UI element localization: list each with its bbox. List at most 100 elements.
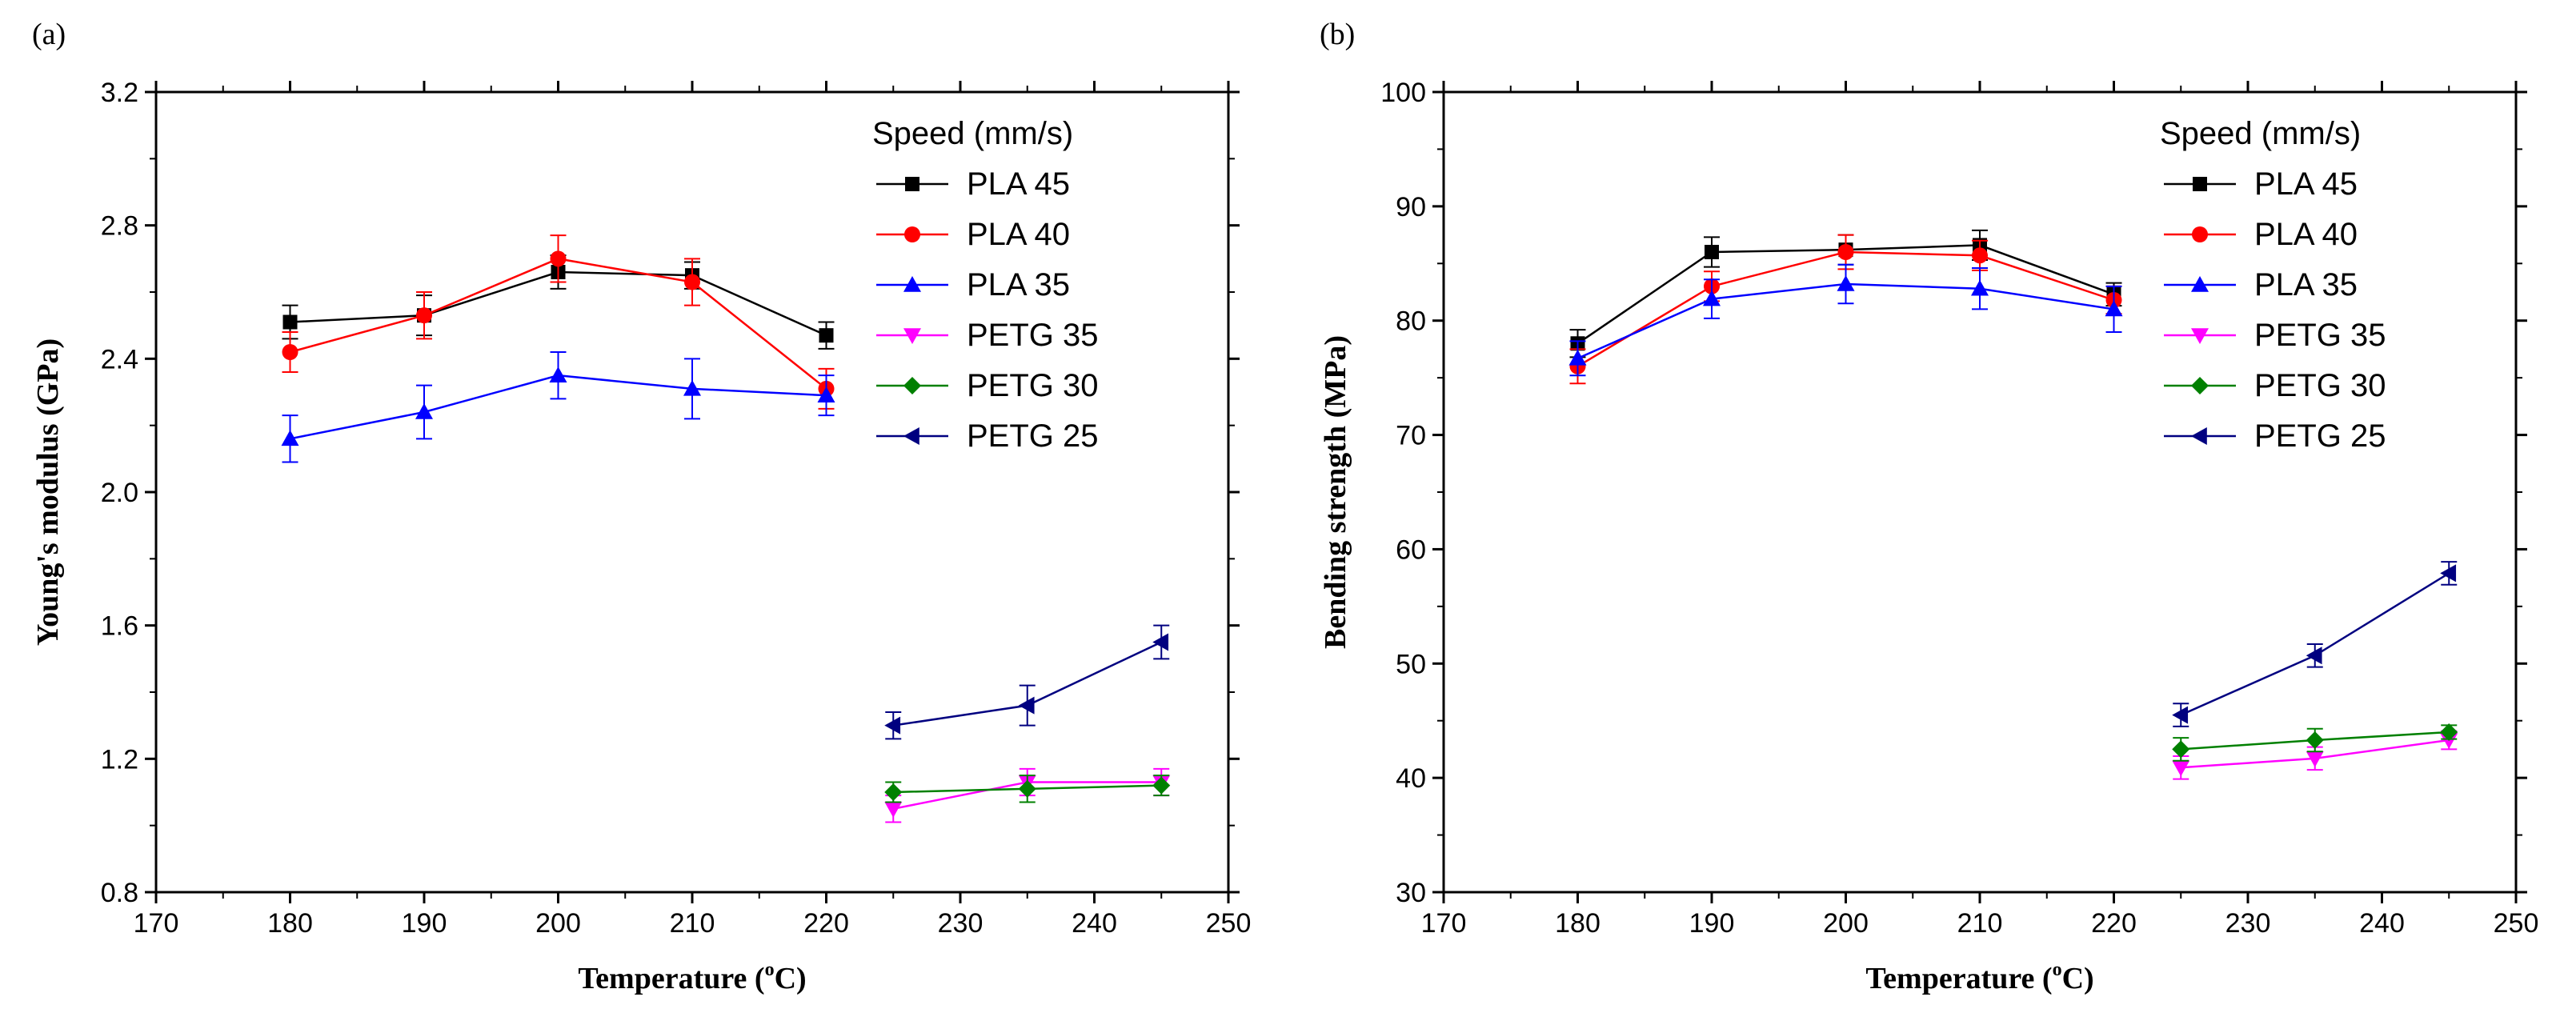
y-tick-label: 60 [1396, 535, 1426, 565]
x-tick-label: 200 [1823, 908, 1869, 939]
legend-marker-petg-25 [2191, 427, 2207, 445]
x-tick-label: 190 [1689, 908, 1735, 939]
legend-marker-pla-35 [903, 276, 921, 292]
data-point [416, 307, 432, 324]
data-point [549, 366, 567, 382]
x-tick-label: 220 [803, 908, 849, 939]
x-axis-label: Temperature (oC) [1865, 959, 2093, 995]
x-tick-label: 190 [402, 908, 447, 939]
legend: Speed (mm/s) PLA 45 PLA 40 PLA 35 PETG 35 PET… [872, 116, 1099, 454]
series-petg-25 [884, 624, 1170, 740]
legend-entry-pla-35: PLA 35 [967, 267, 1070, 302]
series-pla-40 [1569, 234, 2122, 385]
x-tick-label: 230 [938, 908, 984, 939]
y-tick-label: 90 [1396, 192, 1426, 222]
chart-panel-a: (a) 170 180 190 200 210 220 230 240 250 0.8 1.2 1.6 2… [31, 18, 1251, 995]
x-axis-label-suffix: C) [775, 962, 807, 995]
data-point [1971, 279, 1989, 296]
data-point [2306, 731, 2324, 749]
data-point [684, 274, 700, 290]
x-axis-label-sup: o [765, 959, 775, 980]
data-point [550, 250, 567, 267]
legend-entry-pla-45: PLA 45 [2254, 166, 2358, 202]
y-tick-label: 0.8 [101, 878, 138, 908]
legend-entry-pla-35: PLA 35 [2254, 267, 2358, 302]
panel-label: (b) [1320, 18, 1355, 51]
legend-entry-petg-25: PETG 25 [967, 418, 1099, 454]
data-point [819, 328, 834, 343]
y-tick-label: 2.0 [101, 478, 138, 508]
legend-marker-petg-30 [2191, 377, 2209, 394]
series-petg-25 [2172, 561, 2458, 727]
data-point [1837, 244, 1854, 260]
series-petg-30 [884, 775, 1171, 803]
x-tick-label: 180 [267, 908, 313, 939]
data-point [817, 386, 835, 402]
legend-marker-petg-35 [2191, 328, 2209, 344]
data-point [1703, 290, 1721, 306]
data-point [2172, 740, 2190, 759]
data-point [2440, 733, 2458, 749]
x-tick-label: 240 [2359, 908, 2405, 939]
legend-entry-petg-30: PETG 30 [2254, 368, 2386, 403]
x-axis-label: Temperature (oC) [578, 959, 806, 995]
y-tick-label: 40 [1396, 763, 1426, 794]
legend-marker-pla-40 [2192, 226, 2208, 242]
data-point [1705, 245, 1719, 259]
legend-entry-petg-35: PETG 35 [967, 318, 1099, 353]
legend-marker-pla-45 [2193, 177, 2207, 191]
data-point [2440, 723, 2458, 741]
y-tick-label: 30 [1396, 878, 1426, 908]
y-tick-label: 2.4 [101, 344, 138, 374]
x-axis-label-sup: o [2053, 959, 2062, 980]
legend-entry-petg-35: PETG 35 [2254, 318, 2386, 353]
x-tick-label: 180 [1555, 908, 1600, 939]
data-point [2440, 564, 2457, 583]
data-point [282, 344, 298, 360]
y-tick-label: 70 [1396, 421, 1426, 451]
y-tick-label: 2.8 [101, 211, 138, 242]
data-point [1018, 779, 1036, 798]
plot-frame [1442, 90, 2518, 894]
data-point [2306, 751, 2324, 767]
series-petg-30 [2172, 723, 2458, 762]
y-axis-label: Bending strength (MPa) [1319, 335, 1352, 649]
series-pla-35 [281, 351, 835, 463]
data-point [2306, 647, 2322, 665]
legend-marker-pla-35 [2191, 276, 2209, 292]
x-tick-label: 240 [1072, 908, 1117, 939]
data-point [1018, 696, 1035, 715]
data-point [2172, 706, 2189, 724]
chart-panel-b: (b) 170 180 190 200 210 220 230 240 250 30 40 50 60 70… [1288, 0, 2575, 1033]
data-point [683, 379, 701, 396]
legend-marker-petg-25 [903, 427, 919, 445]
x-axis-label-text: Temperature ( [1865, 962, 2052, 995]
legend-entry-petg-25: PETG 25 [2254, 418, 2386, 454]
data-point [884, 802, 903, 818]
legend-marker-petg-30 [903, 377, 921, 394]
legend-entry-pla-45: PLA 45 [967, 166, 1070, 202]
legend-marker-petg-35 [903, 328, 921, 344]
y-tick-label: 3.2 [101, 78, 138, 108]
data-point [415, 403, 433, 419]
y-tick-label: 100 [1380, 78, 1426, 108]
data-point [282, 314, 298, 330]
data-point [281, 430, 299, 446]
x-tick-label: 210 [670, 908, 715, 939]
y-axis-label: Young's modulus (GPa) [31, 338, 65, 646]
chart-a-svg: (a) 170 180 190 200 210 220 230 240 250 0.8 1.2 1.6 2… [31, 18, 1251, 995]
series-pla-40 [282, 234, 835, 410]
legend-entry-pla-40: PLA 40 [2254, 217, 2358, 252]
x-tick-label: 200 [535, 908, 581, 939]
legend-marker-pla-45 [905, 177, 919, 191]
chart-b-svg: (b) 170 180 190 200 210 220 230 240 250 30 40 50 60 70… [1319, 18, 2538, 995]
legend-title: Speed (mm/s) [872, 116, 1073, 151]
series-pla-35 [1568, 263, 2123, 377]
data-point [1152, 776, 1171, 795]
panel-label: (a) [32, 18, 66, 51]
x-tick-label: 220 [2091, 908, 2137, 939]
x-axis-label-suffix: C) [2062, 962, 2094, 995]
data-point [1568, 349, 1587, 366]
data-point [1972, 247, 1988, 264]
legend-title: Speed (mm/s) [2160, 116, 2361, 151]
